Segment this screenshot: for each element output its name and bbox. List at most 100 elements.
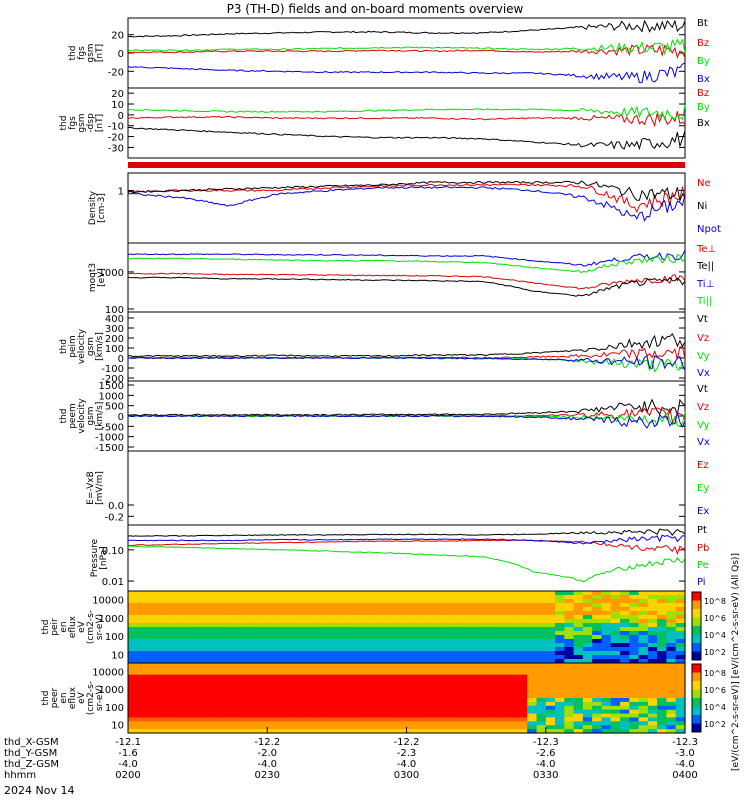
heatmap-cell bbox=[573, 674, 584, 680]
heatmap-cell bbox=[434, 619, 445, 624]
heatmap-cell bbox=[267, 674, 278, 680]
heatmap-cell bbox=[220, 698, 231, 703]
heatmap-cell bbox=[434, 607, 445, 612]
heatmap-cell bbox=[601, 666, 612, 672]
heatmap-cell bbox=[536, 603, 547, 608]
heatmap-cell bbox=[313, 603, 324, 608]
heatmap-cell bbox=[657, 655, 667, 660]
heatmap-cell bbox=[425, 651, 435, 656]
heatmap-cell bbox=[174, 690, 185, 695]
heatmap-cell bbox=[258, 623, 268, 628]
heatmap-cell bbox=[350, 603, 361, 608]
heatmap-cell bbox=[174, 603, 185, 608]
heatmap-cell bbox=[313, 713, 324, 719]
heatmap-cell bbox=[573, 603, 584, 608]
heatmap-cell bbox=[220, 655, 231, 660]
heatmap-cell bbox=[657, 729, 667, 734]
heatmap-cell bbox=[304, 705, 315, 711]
heatmap-cell bbox=[582, 627, 593, 632]
heatmap-cell bbox=[666, 701, 677, 707]
heatmap-cell bbox=[313, 631, 324, 636]
heatmap-cell bbox=[536, 701, 547, 707]
heatmap-cell bbox=[638, 686, 649, 691]
colorbar-tick: 10^6 bbox=[704, 614, 726, 623]
heatmap-cell bbox=[304, 717, 315, 722]
colorbar-segment bbox=[692, 651, 701, 661]
heatmap-cell bbox=[490, 674, 500, 680]
heatmap-cell bbox=[443, 635, 454, 640]
heatmap-cell bbox=[276, 686, 287, 691]
heatmap-cell bbox=[183, 713, 194, 719]
heatmap-cell bbox=[452, 595, 463, 600]
heatmap-cell bbox=[313, 717, 324, 722]
heatmap-cell bbox=[425, 611, 435, 616]
heatmap-cell bbox=[620, 717, 630, 722]
heatmap-cell bbox=[211, 721, 222, 726]
heatmap-cell bbox=[545, 701, 556, 707]
heatmap-cell bbox=[276, 603, 287, 608]
heatmap-cell bbox=[220, 690, 231, 695]
heatmap-cell bbox=[322, 701, 333, 707]
heatmap-cell bbox=[202, 627, 213, 632]
heatmap-cell bbox=[517, 698, 528, 703]
heatmap-cell bbox=[471, 595, 482, 600]
heatmap-cell bbox=[193, 698, 203, 703]
heatmap-cell bbox=[295, 729, 305, 734]
heatmap-cell bbox=[369, 678, 380, 684]
heatmap-cell bbox=[452, 603, 463, 608]
heatmap-cell bbox=[193, 651, 203, 656]
heatmap-cell bbox=[322, 619, 333, 624]
heatmap-cell bbox=[527, 591, 538, 596]
heatmap-cell bbox=[573, 717, 584, 722]
heatmap-cell bbox=[443, 666, 454, 672]
heatmap-cell bbox=[387, 655, 398, 660]
heatmap-cell bbox=[480, 721, 491, 726]
y-tick-label: 0.0 bbox=[108, 501, 124, 512]
heatmap-cell bbox=[165, 607, 175, 612]
heatmap-cell bbox=[360, 682, 370, 687]
heatmap-cell bbox=[462, 631, 473, 636]
heatmap-cell bbox=[480, 619, 491, 624]
heatmap-cell bbox=[452, 651, 463, 656]
heatmap-cell bbox=[174, 611, 185, 616]
heatmap-cell bbox=[193, 615, 203, 620]
heatmap-cell bbox=[406, 647, 417, 652]
heatmap-cell bbox=[341, 631, 352, 636]
heatmap-cell bbox=[248, 603, 259, 608]
heatmap-cell bbox=[211, 717, 222, 722]
heatmap-cell bbox=[397, 647, 408, 652]
heatmap-cell bbox=[443, 611, 454, 616]
heatmap-cell bbox=[146, 729, 157, 734]
heatmap-cell bbox=[378, 663, 389, 668]
heatmap-cell bbox=[193, 655, 203, 660]
heatmap-cell bbox=[397, 659, 408, 664]
heatmap-cell bbox=[620, 694, 630, 699]
heatmap-cell bbox=[258, 619, 268, 624]
colorbar-segment bbox=[692, 634, 701, 644]
heatmap-cell bbox=[536, 663, 547, 668]
y-tick-label: 1000 bbox=[99, 614, 124, 625]
heatmap-cell bbox=[202, 701, 213, 707]
heatmap-cell bbox=[267, 627, 278, 632]
heatmap-cell bbox=[258, 631, 268, 636]
heatmap-cell bbox=[675, 607, 686, 612]
heatmap-cell bbox=[545, 591, 556, 596]
heatmap-cell bbox=[434, 647, 445, 652]
heatmap-cell bbox=[480, 595, 491, 600]
y-axis-label: sr-eV) bbox=[95, 614, 105, 640]
heatmap-cell bbox=[471, 599, 482, 604]
heatmap-cell bbox=[397, 623, 408, 628]
y-axis-label: peim bbox=[68, 335, 78, 358]
x-tick-label: 0230 bbox=[255, 770, 280, 781]
heatmap-cell bbox=[647, 651, 658, 656]
heatmap-cell bbox=[174, 607, 185, 612]
x-tick-label: -4.0 bbox=[397, 759, 417, 770]
heatmap-cell bbox=[582, 615, 593, 620]
heatmap-cell bbox=[499, 643, 510, 648]
heatmap-cell bbox=[638, 709, 649, 715]
heatmap-cell bbox=[332, 721, 343, 726]
heatmap-cell bbox=[146, 709, 157, 715]
heatmap-cell bbox=[378, 595, 389, 600]
heatmap-cell bbox=[276, 619, 287, 624]
heatmap-cell bbox=[350, 709, 361, 715]
